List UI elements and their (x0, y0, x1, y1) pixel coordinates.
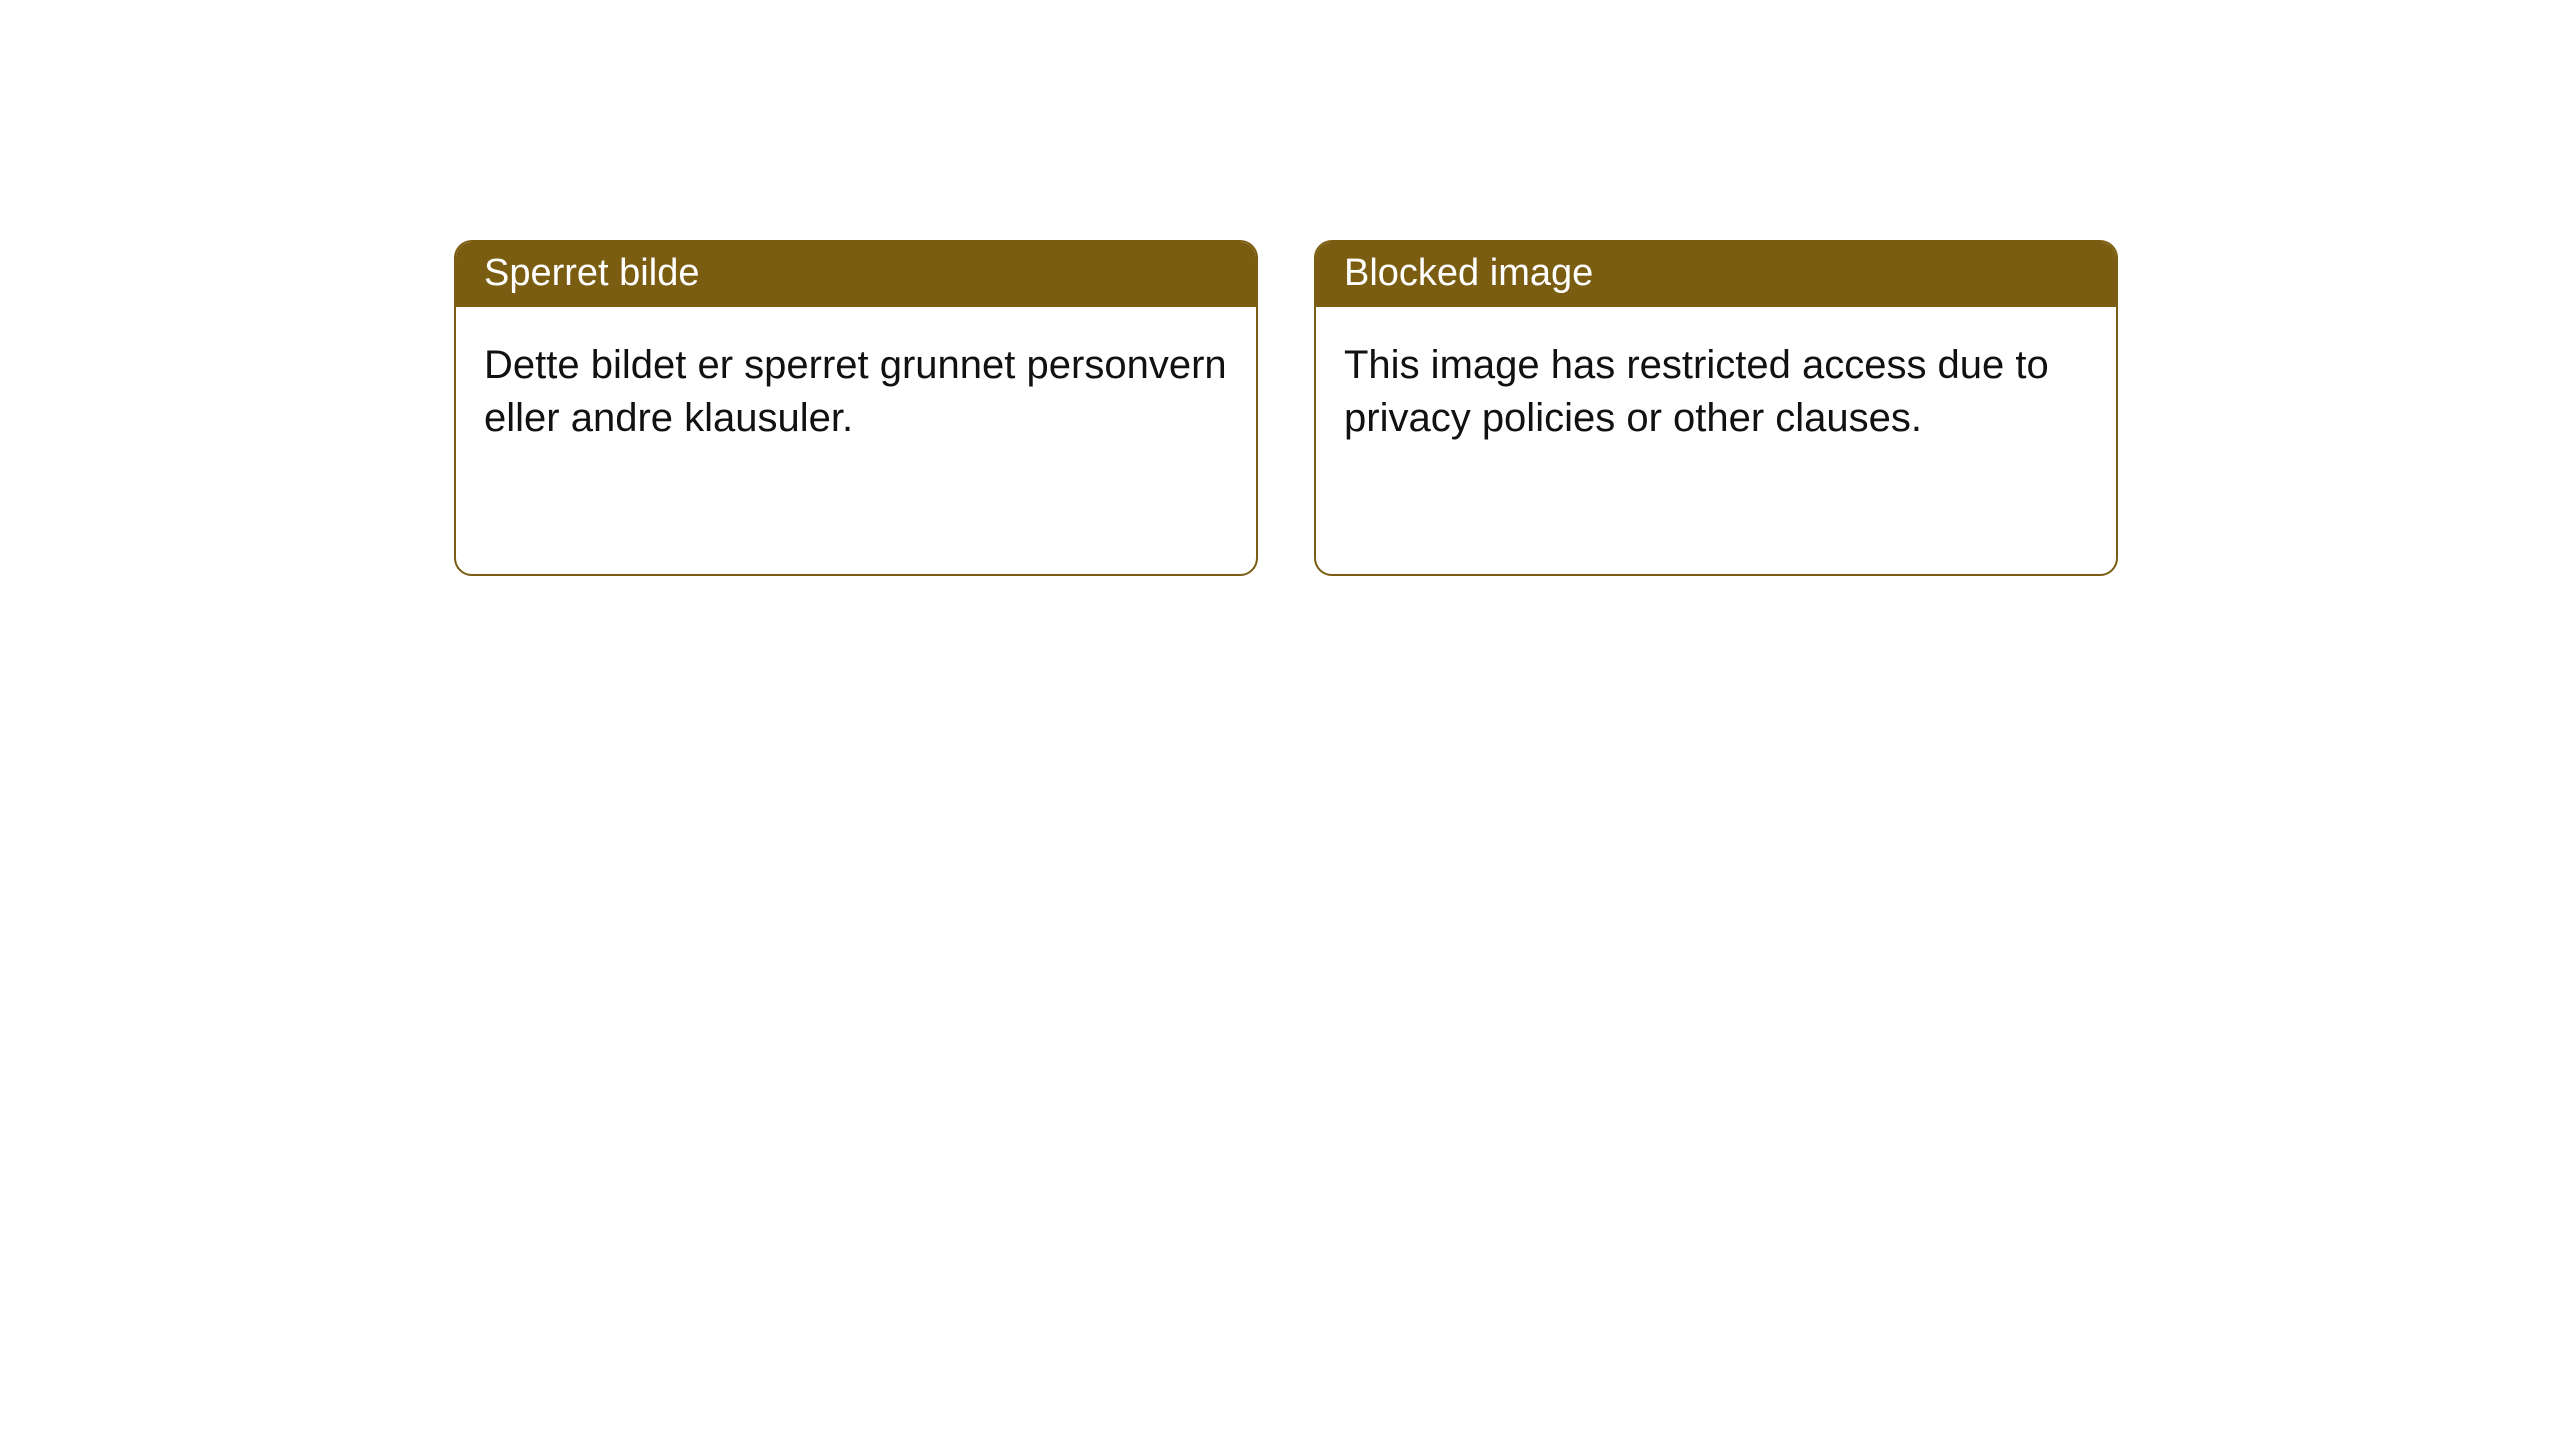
blocked-image-notice-en: Blocked image This image has restricted … (1314, 240, 2118, 576)
notice-title-en: Blocked image (1316, 242, 2116, 307)
notice-body-en: This image has restricted access due to … (1316, 307, 2116, 477)
notice-title-no: Sperret bilde (456, 242, 1256, 307)
blocked-image-notice-no: Sperret bilde Dette bildet er sperret gr… (454, 240, 1258, 576)
notice-container: Sperret bilde Dette bildet er sperret gr… (0, 0, 2560, 576)
notice-body-no: Dette bildet er sperret grunnet personve… (456, 307, 1256, 477)
